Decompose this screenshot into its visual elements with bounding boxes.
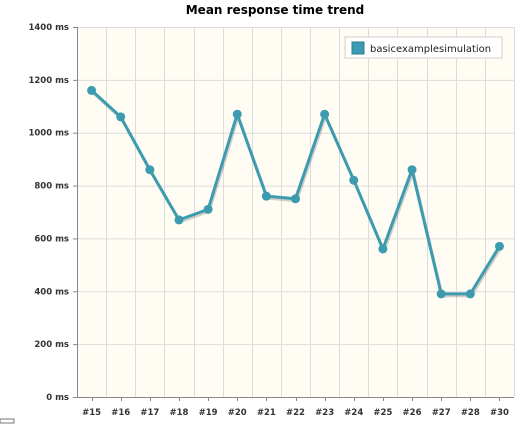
series xyxy=(87,85,504,299)
x-tick-label: #23 xyxy=(315,408,334,418)
plot-area xyxy=(77,27,514,397)
legend-swatch[interactable] xyxy=(351,41,365,55)
data-point[interactable] xyxy=(261,191,271,201)
data-point[interactable] xyxy=(320,109,330,119)
corner-mark xyxy=(0,418,15,424)
x-tick-label: #30 xyxy=(490,408,509,418)
y-tick-label: 600 ms xyxy=(34,234,69,244)
data-point[interactable] xyxy=(494,241,504,251)
data-point[interactable] xyxy=(378,244,388,254)
x-tick-label: #15 xyxy=(82,408,101,418)
y-tick-label: 1200 ms xyxy=(28,76,69,86)
y-tick-label: 1400 ms xyxy=(28,23,69,33)
data-point[interactable] xyxy=(465,289,475,299)
x-tick-label: #18 xyxy=(169,408,188,418)
chart-title: Mean response time trend xyxy=(186,3,365,17)
data-point[interactable] xyxy=(232,109,242,119)
x-tick-label: #26 xyxy=(403,408,422,418)
data-point[interactable] xyxy=(203,204,213,214)
x-tick-label: #22 xyxy=(286,408,305,418)
data-point[interactable] xyxy=(291,194,300,204)
y-tick-label: 800 ms xyxy=(34,182,69,192)
data-point[interactable] xyxy=(145,165,155,175)
data-point[interactable] xyxy=(349,175,359,185)
legend-label: basicexamplesimulation xyxy=(370,44,491,55)
x-tick-label: #24 xyxy=(344,408,363,418)
x-tick-label: #25 xyxy=(373,408,392,418)
data-point[interactable] xyxy=(407,165,417,175)
x-tick-label: #17 xyxy=(140,408,159,418)
x-tick-label: #21 xyxy=(257,408,276,418)
x-tick-label: #28 xyxy=(461,408,480,418)
data-point[interactable] xyxy=(87,85,97,95)
y-tick-label: 1000 ms xyxy=(28,129,69,139)
x-tick-label: #20 xyxy=(228,408,247,418)
grid xyxy=(77,27,515,398)
x-tick-label: #27 xyxy=(432,408,451,418)
legend-box xyxy=(344,36,503,59)
legend[interactable]: basicexamplesimulation xyxy=(344,36,503,59)
data-point[interactable] xyxy=(174,215,184,225)
data-point[interactable] xyxy=(116,112,126,122)
data-point[interactable] xyxy=(436,289,446,299)
y-tick-label: 0 ms xyxy=(46,393,69,403)
y-tick-label: 400 ms xyxy=(34,287,69,297)
axes: 0 ms 200 ms 400 ms 600 ms 800 ms 1000 ms 1200 … xyxy=(28,23,514,418)
x-tick-label: #16 xyxy=(111,408,130,418)
x-tick-label: #19 xyxy=(199,408,218,418)
y-tick-label: 200 ms xyxy=(34,340,69,350)
